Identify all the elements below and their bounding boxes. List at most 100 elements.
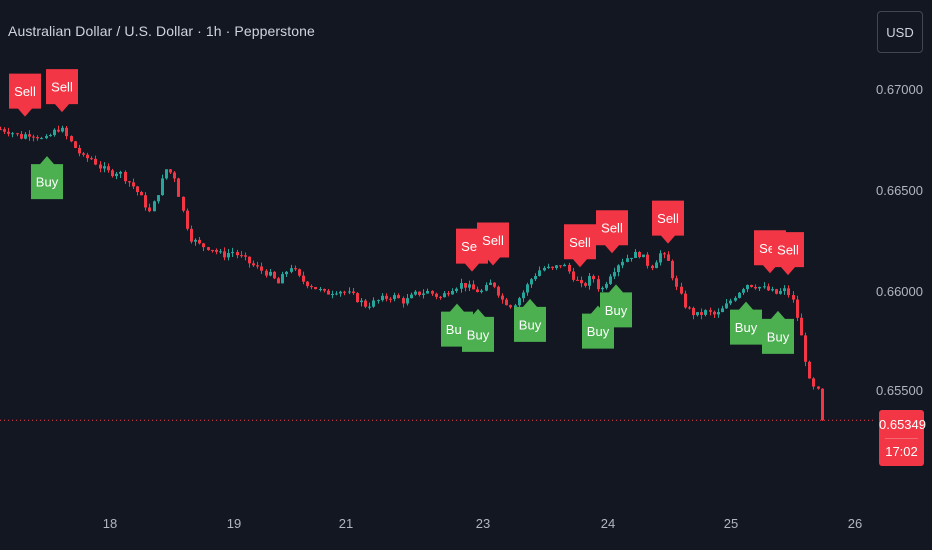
candle-body: [754, 286, 757, 289]
buy-signal-label: Buy: [600, 284, 632, 328]
candle-body: [663, 253, 666, 255]
candle-body: [721, 308, 724, 313]
candle-body: [368, 306, 371, 308]
chart-title: Australian Dollar / U.S. Dollar · 1h · P…: [8, 23, 315, 39]
candle-body: [94, 158, 97, 165]
candle-body: [144, 195, 147, 208]
candle-body: [148, 207, 151, 212]
candle-body: [460, 282, 463, 289]
buy-label-text: Buy: [605, 303, 628, 318]
candle-body: [49, 135, 52, 137]
candle-body: [534, 275, 537, 280]
y-tick-label: 0.66000: [876, 284, 923, 299]
candle-body: [393, 295, 396, 299]
candle-body: [634, 251, 637, 258]
candle-body: [20, 134, 23, 139]
candle-body: [796, 299, 799, 318]
candle-body: [256, 265, 259, 267]
x-tick-label: 19: [227, 516, 241, 531]
buy-signal-label: Buy: [31, 156, 63, 200]
sell-signal-label: Sell: [9, 73, 41, 117]
candle-body: [588, 276, 591, 286]
sell-label-text: Sell: [482, 233, 504, 248]
candle-body: [451, 291, 454, 295]
candle-body: [32, 136, 35, 138]
buy-label-text: Buy: [767, 329, 790, 344]
candle-body: [696, 312, 699, 316]
sell-signal-label: Sell: [652, 200, 684, 244]
candle-body: [53, 129, 56, 136]
candle-body: [177, 178, 180, 197]
x-tick-label: 23: [476, 516, 490, 531]
candle-body: [136, 186, 139, 192]
candle-body: [389, 298, 392, 300]
candle-body: [0, 129, 2, 131]
candle-body: [265, 270, 268, 276]
buy-signal-label: Buy: [514, 298, 546, 342]
candle-body: [626, 258, 629, 262]
candle-body: [447, 293, 450, 295]
x-tick-label: 25: [724, 516, 738, 531]
candle-body: [605, 283, 608, 288]
sell-signal-label: Sell: [596, 210, 628, 254]
candle-body: [385, 295, 388, 299]
candle-body: [190, 228, 193, 242]
candle-body: [198, 239, 201, 244]
candle-body: [559, 265, 562, 267]
sell-label-shape: [9, 73, 41, 117]
candle-body: [497, 286, 500, 296]
badge-divider: [885, 438, 918, 439]
candle-body: [758, 286, 761, 289]
candle-body: [7, 131, 10, 134]
candle-body: [763, 286, 766, 288]
candle-body: [78, 147, 81, 154]
candle-body: [555, 265, 558, 268]
candle-body: [651, 265, 654, 269]
candle-body: [509, 305, 512, 308]
sell-signal-label: Sell: [564, 224, 596, 268]
buy-label-text: Buy: [36, 175, 59, 190]
candle-body: [717, 312, 720, 315]
candle-body: [306, 281, 309, 287]
currency-button[interactable]: USD: [877, 11, 923, 53]
candle-body: [24, 134, 27, 139]
candle-body: [227, 253, 230, 258]
x-tick-label: 26: [848, 516, 862, 531]
candle-body: [128, 181, 131, 183]
sell-signal-label: Sell: [46, 69, 78, 113]
candle-body: [90, 158, 93, 160]
candle-body: [157, 195, 160, 202]
candle-body: [290, 268, 293, 272]
sell-label-shape: [596, 210, 628, 254]
candle-body: [231, 252, 234, 254]
candle-body: [680, 286, 683, 294]
candle-body: [684, 293, 687, 308]
candle-body: [165, 169, 168, 179]
candle-body: [36, 137, 39, 139]
y-tick-label: 0.66500: [876, 183, 923, 198]
candle-body: [563, 264, 566, 267]
candle-body: [173, 172, 176, 179]
candle-body: [57, 129, 60, 132]
candle-body: [319, 289, 322, 291]
candle-body: [667, 254, 670, 261]
candle-body: [74, 141, 77, 148]
buy-label-shape: [462, 308, 494, 352]
candle-body: [61, 127, 64, 132]
candle-body: [455, 288, 458, 292]
y-tick-label: 0.65500: [876, 383, 923, 398]
candle-body: [45, 136, 48, 139]
candle-body: [248, 256, 251, 264]
candle-body: [551, 266, 554, 268]
candle-body: [568, 264, 571, 272]
candle-body: [738, 292, 741, 298]
candle-body: [252, 263, 255, 266]
candle-body: [518, 298, 521, 306]
candle-body: [576, 279, 579, 281]
candle-body: [489, 282, 492, 285]
candle-body: [277, 278, 280, 284]
candle-body: [82, 153, 85, 155]
candle-body: [514, 305, 517, 308]
candle-body: [302, 275, 305, 282]
